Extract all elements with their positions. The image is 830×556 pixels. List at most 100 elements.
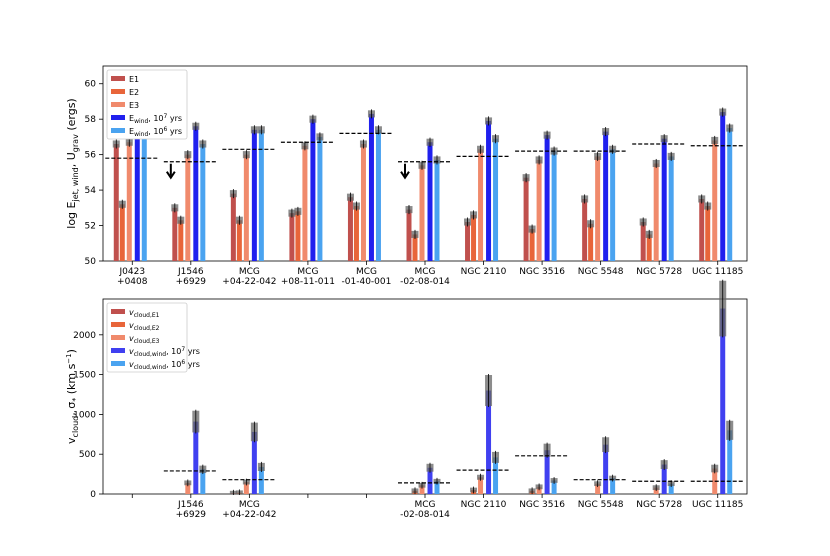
x-tick-label: MCG xyxy=(414,267,435,277)
bar-e1 xyxy=(230,193,236,261)
y-tick-label: 1000 xyxy=(73,410,96,420)
bar-e-wind-10-6-yrs xyxy=(668,156,674,261)
x-tick-label: +08-11-011 xyxy=(281,277,335,287)
legend-swatch xyxy=(111,76,125,81)
legend-swatch xyxy=(111,335,125,340)
bar-e2 xyxy=(588,223,594,261)
x-tick-label: MCG xyxy=(239,267,260,277)
x-tick-label: NGC 2110 xyxy=(461,500,507,510)
plot-frame xyxy=(102,298,748,495)
bar-e2 xyxy=(705,206,711,261)
bar-e3 xyxy=(126,142,132,261)
bar-v-cloud-wind-10-7-yrs xyxy=(544,450,550,494)
legend-swatch xyxy=(111,102,125,107)
bar-e-wind-10-7-yrs xyxy=(427,142,433,261)
bar-e2 xyxy=(295,211,301,261)
bar-v-cloud-wind-10-7-yrs xyxy=(427,467,433,494)
y-tick-label: 60 xyxy=(85,80,97,90)
bar-v-cloud-e3 xyxy=(478,477,484,494)
x-tick-label: NGC 3516 xyxy=(519,267,565,277)
x-tick-label: -02-08-014 xyxy=(400,277,450,287)
legend-box xyxy=(106,302,188,373)
x-tick-label: MCG xyxy=(297,267,318,277)
bar-e-wind-10-7-yrs xyxy=(134,117,140,261)
bar-v-cloud-wind-10-6-yrs xyxy=(434,481,440,494)
x-tick-label: +6929 xyxy=(176,510,207,520)
bar-e2 xyxy=(353,206,359,261)
bar-e-wind-10-7-yrs xyxy=(603,131,609,261)
bar-e-wind-10-7-yrs xyxy=(720,112,726,261)
bar-e-wind-10-6-yrs xyxy=(141,120,147,261)
top-panel: 505254565860J0423+0408J1546+6929MCG+04-2… xyxy=(65,65,748,287)
legend-label: E2 xyxy=(129,88,139,97)
legend-swatch xyxy=(111,309,125,314)
bar-e1 xyxy=(640,222,646,261)
bar-e-wind-10-7-yrs xyxy=(486,120,492,261)
x-tick-label: NGC 2110 xyxy=(461,267,507,277)
bar-e-wind-10-6-yrs xyxy=(493,138,499,261)
x-tick-label: MCG xyxy=(239,500,260,510)
legend-label: vcloud,wind, 106 yrs xyxy=(129,359,200,371)
legend-swatch xyxy=(111,115,125,120)
x-tick-label: +0408 xyxy=(117,277,148,287)
legend-label: vcloud,E1 xyxy=(129,308,160,319)
bar-e-wind-10-6-yrs xyxy=(551,151,557,261)
y-tick-label: 1500 xyxy=(73,371,96,381)
bar-e-wind-10-7-yrs xyxy=(368,113,374,261)
bar-e3 xyxy=(712,140,718,261)
legend-label: E1 xyxy=(129,75,139,84)
legend-swatch xyxy=(111,348,125,353)
legend: vcloud,E1vcloud,E2vcloud,E3vcloud,wind, … xyxy=(106,302,200,373)
bottom-panel: 0500100015002000J1546+6929MCG+04-22-042M… xyxy=(65,279,748,520)
x-tick-label: -01-40-001 xyxy=(342,277,392,287)
bar-e-wind-10-6-yrs xyxy=(200,144,206,261)
legend-swatch xyxy=(111,89,125,94)
bar-e1 xyxy=(699,198,705,261)
bar-v-cloud-e3 xyxy=(536,486,542,494)
y-tick-label: 500 xyxy=(79,450,96,460)
bar-e-wind-10-7-yrs xyxy=(251,129,257,261)
bar-v-cloud-wind-10-6-yrs xyxy=(610,478,616,494)
x-tick-label: J1546 xyxy=(177,500,204,510)
bar-e1 xyxy=(465,222,471,261)
bar-e3 xyxy=(185,154,191,261)
bar-v-cloud-wind-10-7-yrs xyxy=(720,308,726,494)
bar-e3 xyxy=(536,159,542,261)
bar-v-cloud-wind-10-6-yrs xyxy=(668,483,674,494)
x-tick-label: NGC 5548 xyxy=(578,267,624,277)
bar-v-cloud-e3 xyxy=(419,485,425,494)
x-tick-label: NGC 3516 xyxy=(519,500,565,510)
bar-e2 xyxy=(471,214,477,261)
x-tick-label: J1546 xyxy=(177,267,204,277)
bar-v-cloud-e3 xyxy=(185,482,191,494)
bar-e1 xyxy=(406,209,412,261)
bar-e3 xyxy=(595,156,601,261)
x-tick-label: MCG xyxy=(414,500,435,510)
legend-swatch xyxy=(111,361,125,366)
bar-e1 xyxy=(172,207,178,261)
bar-v-cloud-wind-10-7-yrs xyxy=(603,444,609,494)
y-tick-label: 0 xyxy=(90,490,96,500)
bar-v-cloud-e3 xyxy=(243,482,249,494)
x-tick-label: J0423 xyxy=(118,267,145,277)
x-tick-label: UGC 11185 xyxy=(692,500,743,510)
legend-label: Ewind, 106 yrs xyxy=(129,126,182,138)
y-axis-label: vcloud, σ* (km s−1) xyxy=(65,349,80,444)
bar-e3 xyxy=(360,144,366,261)
bar-v-cloud-wind-10-6-yrs xyxy=(551,480,557,494)
bar-e-wind-10-7-yrs xyxy=(310,119,316,261)
bar-e1 xyxy=(582,198,588,261)
x-tick-label: +04-22-042 xyxy=(222,277,276,287)
bar-v-cloud-wind-10-6-yrs xyxy=(258,466,264,494)
bar-e2 xyxy=(236,220,242,261)
upper-limit-arrowhead xyxy=(400,171,410,180)
bar-e2 xyxy=(178,220,184,261)
bar-v-cloud-wind-10-6-yrs xyxy=(200,469,206,494)
y-tick-label: 56 xyxy=(85,151,97,161)
x-tick-label: +04-22-042 xyxy=(222,510,276,520)
bar-e2 xyxy=(412,234,418,261)
bar-e-wind-10-6-yrs xyxy=(375,129,381,261)
bar-e1 xyxy=(289,213,295,261)
bar-e-wind-10-7-yrs xyxy=(193,126,199,261)
